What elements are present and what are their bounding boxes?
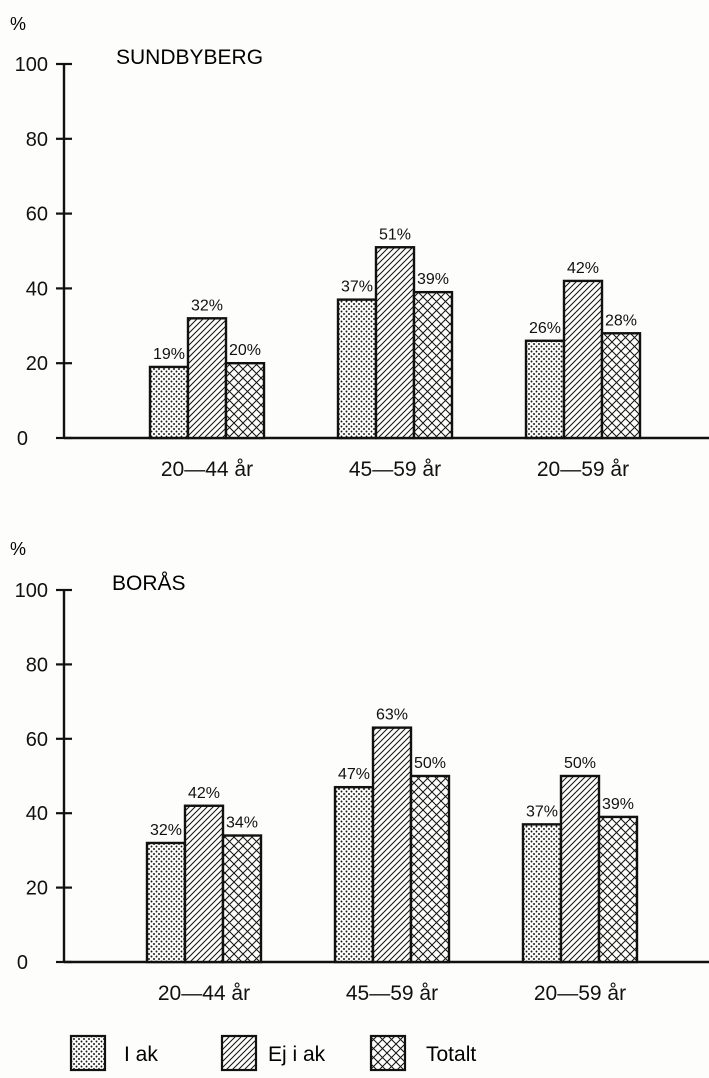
bar-totalt [412,290,454,440]
bar-value-label: 37% [526,803,558,820]
bar-value-label: 34% [226,815,258,832]
y-tick-label: 20 [26,353,48,375]
y-tick-label: 20 [26,878,48,900]
category-label: 20—59 år [537,458,629,481]
y-tick-label: 100 [15,580,48,602]
plot-area: 0 20 40 60 80 100 32% 42% 34% 20—44 år 47% 63% 50% 45… [15,580,709,1005]
bar-ej-i-ak [183,804,225,964]
bar-ej-i-ak [186,317,228,440]
legend-label: Ej i ak [268,1043,326,1066]
y-tick-label: 0 [17,952,28,974]
y-tick-label: 100 [15,54,48,76]
bar-value-label: 20% [229,342,261,359]
legend-swatch [69,1034,107,1072]
y-tick-label: 80 [26,654,48,676]
bar-value-label: 19% [153,346,185,363]
category-label: 45—59 år [349,458,441,481]
y-tick-label: 60 [26,729,48,751]
bar-value-label: 28% [605,312,637,329]
bar-i-ak [145,841,187,964]
y-tick-label: 40 [26,803,48,825]
legend-label: I ak [124,1043,158,1066]
y-unit-label: % [10,14,26,34]
bar-i-ak [333,785,375,964]
bar-totalt [221,834,263,964]
bar-ej-i-ak [562,279,604,440]
category-label: 20—44 år [158,982,250,1005]
bar-i-ak [148,365,190,440]
bar-totalt [409,774,451,964]
bar-i-ak [524,339,566,440]
bar-i-ak [336,298,378,440]
bar-value-label: 42% [188,785,220,802]
bar-value-label: 47% [338,766,370,783]
y-tick-label: 60 [26,204,48,226]
legend-item-i-ak: I ak [69,1034,158,1072]
bar-totalt [597,815,639,964]
legend-swatch [220,1034,258,1072]
y-tick-label: 40 [26,278,48,300]
bar-value-label: 51% [379,226,411,243]
bar-i-ak [521,823,563,964]
bar-ej-i-ak [559,774,601,964]
plot-area: 0 20 40 60 80 100 19% 32% 20% 20—44 år 37% 51% 39% 45… [15,54,709,481]
chart-panel-boras: % BORÅS 0 20 40 60 80 100 32% 42% 34% 20—44 år 47%… [10,539,709,1005]
y-tick-label: 0 [17,428,28,450]
legend: I ak Ej i ak Totalt [69,1034,476,1072]
y-unit-label: % [10,539,26,559]
legend-item-ej-i-ak: Ej i ak [220,1034,326,1072]
bar-value-label: 50% [414,755,446,772]
bar-value-label: 32% [191,297,223,314]
chart-title: SUNDBYBERG [116,46,263,69]
category-label: 20—44 år [161,458,253,481]
bar-value-label: 37% [341,279,373,296]
bar-value-label: 32% [150,822,182,839]
bar-value-label: 39% [417,271,449,288]
bar-totalt [224,362,266,440]
bar-value-label: 26% [529,320,561,337]
legend-item-totalt: Totalt [369,1034,476,1072]
bar-ej-i-ak [371,726,413,964]
bar-ej-i-ak [374,246,416,440]
category-label: 45—59 år [346,982,438,1005]
bar-value-label: 50% [564,755,596,772]
legend-label: Totalt [426,1043,476,1066]
category-label: 20—59 år [534,982,626,1005]
chart-title: BORÅS [112,572,186,595]
legend-swatch [369,1034,407,1072]
bar-value-label: 42% [567,260,599,277]
chart-panel-sundbyberg: % SUNDBYBERG 0 20 40 60 80 100 19% 32% 20% 20—44 … [10,14,709,481]
y-tick-label: 80 [26,129,48,151]
bar-totalt [600,332,642,440]
bar-value-label: 39% [602,796,634,813]
bar-value-label: 63% [376,707,408,724]
